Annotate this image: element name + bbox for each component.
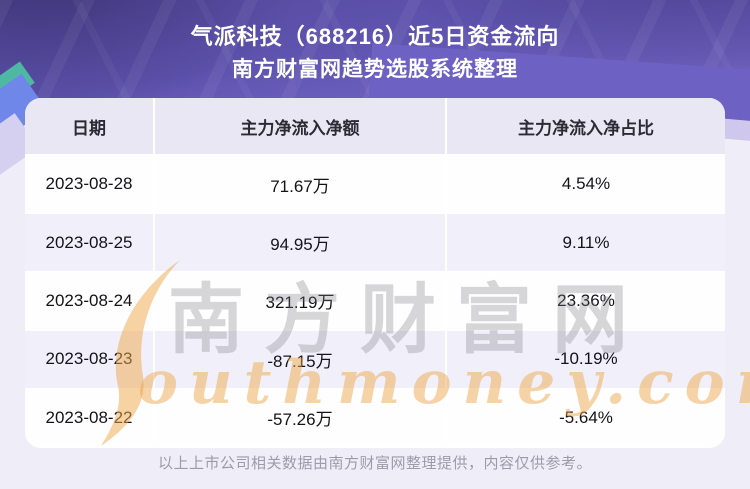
cell-date: 2023-08-22 xyxy=(25,389,153,446)
cell-amount: 94.95万 xyxy=(155,214,445,271)
header-titles: 气派科技（688216）近5日资金流向 南方财富网趋势选股系统整理 xyxy=(0,22,750,86)
cell-date: 2023-08-28 xyxy=(25,156,153,213)
cell-date: 2023-08-25 xyxy=(25,214,153,271)
cell-amount: -57.26万 xyxy=(155,389,445,446)
col-header-date: 日期 xyxy=(25,98,153,154)
cell-amount: 321.19万 xyxy=(155,272,445,330)
fund-flow-table-card: 日期 主力净流入净额 主力净流入净占比 2023-08-28 71.67万 4.… xyxy=(25,98,725,448)
cell-date: 2023-08-23 xyxy=(25,331,153,388)
cell-amount: 71.67万 xyxy=(155,156,445,213)
page-title: 气派科技（688216）近5日资金流向 xyxy=(190,24,560,49)
footer-disclaimer: 以上上市公司相关数据由南方财富网整理提供，内容仅供参考。 xyxy=(157,455,592,472)
cell-amount: -87.15万 xyxy=(155,331,445,388)
cell-ratio: -10.19% xyxy=(447,331,725,388)
cell-ratio: -5.64% xyxy=(447,389,725,446)
cell-ratio: 9.11% xyxy=(447,214,725,271)
col-header-main-net-inflow-ratio: 主力净流入净占比 xyxy=(447,98,725,154)
page-subtitle: 南方财富网趋势选股系统整理 xyxy=(232,58,518,81)
fund-flow-table: 日期 主力净流入净额 主力净流入净占比 2023-08-28 71.67万 4.… xyxy=(25,98,725,448)
cell-ratio: 23.36% xyxy=(447,272,725,330)
col-header-main-net-inflow: 主力净流入净额 xyxy=(155,98,445,154)
cell-ratio: 4.54% xyxy=(447,156,725,213)
cell-date: 2023-08-24 xyxy=(25,272,153,330)
